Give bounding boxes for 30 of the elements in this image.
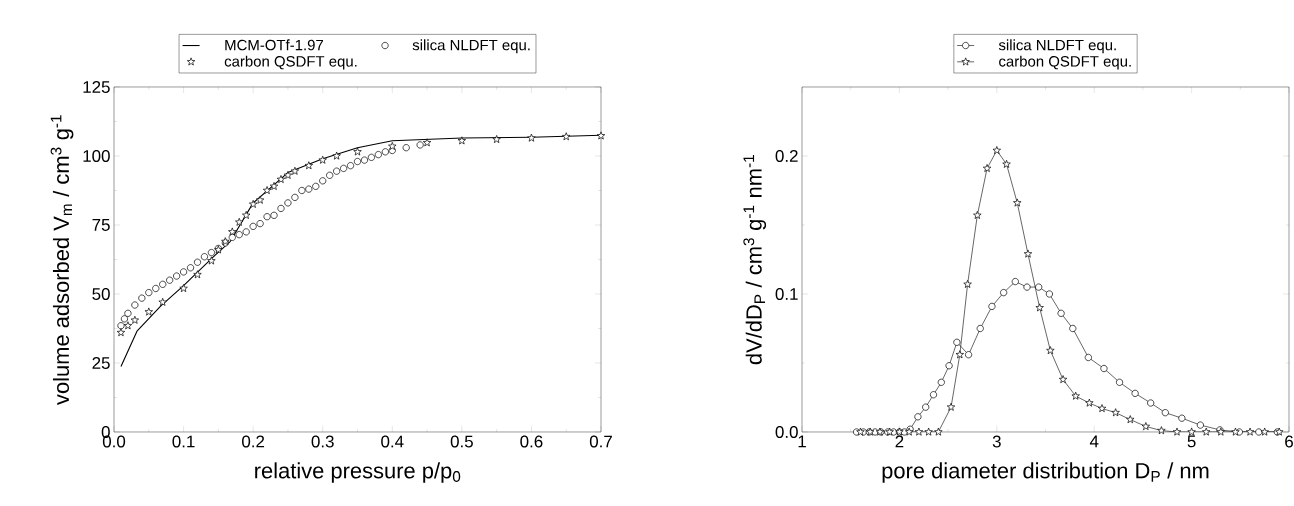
x-tick-label: 0.4 — [381, 435, 404, 448]
y-tick-label: 100 — [83, 149, 110, 162]
x-axis-title: relative pressure p/p$_{0}$ — [255, 462, 461, 483]
y-tick-label: 0.0 — [775, 425, 798, 438]
y-tick-label: 0.1 — [775, 287, 798, 300]
y-axis-title: volume adsorbed V$_{m}$ / cm$^{3}$ g$^{-1}$ — [50, 115, 74, 405]
x-tick-label: 0.5 — [450, 435, 473, 448]
x-tick-label: 0.2 — [242, 435, 265, 448]
y-tick-label: 25 — [92, 356, 110, 369]
x-tick-label: 0.6 — [520, 435, 543, 448]
x-tick-label: 6 — [1285, 435, 1293, 448]
x-tick-label: 1 — [798, 435, 806, 448]
x-axis-title: pore diameter distribution D$_{P}$ / nm — [882, 462, 1209, 483]
y-tick-label: 125 — [83, 80, 110, 93]
x-tick-label: 0.1 — [172, 435, 195, 448]
x-tick-label: 0.7 — [589, 435, 612, 448]
y-tick-label: 50 — [92, 287, 110, 300]
legend-label: carbon QSDFT equ. — [224, 55, 357, 70]
legend-label: silica NLDFT equ. — [412, 39, 530, 54]
x-tick-label: 3 — [992, 435, 1001, 448]
x-tick-label: 5 — [1187, 435, 1196, 448]
legend-label: carbon QSDFT equ. — [999, 55, 1131, 70]
y-axis-title: dV/dD$_{P}$ / cm$^{3}$ g$^{-1}$ nm$^{-1}$ — [743, 155, 767, 365]
legend-label: silica NLDFT equ. — [998, 39, 1116, 54]
legend-label: MCM-OTf-1.97 — [225, 39, 324, 51]
y-tick-label: 0.2 — [775, 149, 798, 162]
x-tick-label: 0.3 — [311, 435, 334, 448]
x-tick-label: 4 — [1089, 435, 1099, 448]
x-tick-label: 2 — [895, 435, 904, 448]
y-tick-label: 75 — [92, 219, 110, 231]
